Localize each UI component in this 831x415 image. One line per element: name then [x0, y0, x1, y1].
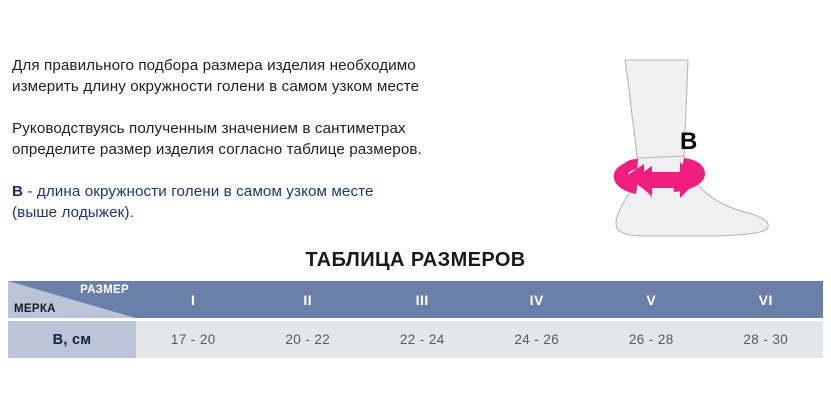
- figure-label-b: В: [680, 128, 698, 155]
- size-table-title: ТАБЛИЦА РАЗМЕРОВ: [305, 249, 526, 271]
- cell-size-3: 22 - 24: [365, 321, 480, 358]
- measurement-description: - длина окружности голени в самом узком …: [12, 183, 374, 221]
- measure-arrow-right: [632, 162, 698, 198]
- table-row: В, см 17 - 20 20 - 22 22 - 24 24 - 26 26…: [8, 321, 823, 358]
- row-label-circumference: В, см: [8, 321, 136, 358]
- cell-size-6: 28 - 30: [708, 321, 823, 358]
- table-corner-cell: РАЗМЕР МЕРКА: [8, 281, 136, 318]
- table-row-divider: [8, 318, 823, 321]
- leg-shin-shape: [624, 59, 689, 170]
- cell-size-4: 24 - 26: [479, 321, 594, 358]
- corner-diagonal-shape: [8, 281, 136, 318]
- instruction-paragraph-1: Для правильного подбора размера изделия …: [12, 57, 420, 95]
- instruction-paragraph-2: Руководствуясь полученным значением в са…: [12, 120, 422, 158]
- column-header-3: III: [365, 281, 480, 318]
- size-table-header-row: РАЗМЕР МЕРКА I II III IV V VI: [8, 281, 823, 318]
- column-header-2: II: [250, 281, 365, 318]
- column-header-6: VI: [708, 281, 823, 318]
- size-table: РАЗМЕР МЕРКА I II III IV V VI В, см 17 -…: [8, 281, 823, 358]
- leg-measurement-illustration: В: [592, 38, 822, 260]
- size-table-gap-row: [8, 318, 823, 321]
- corner-label-measure: МЕРКА: [14, 303, 56, 315]
- measurement-letter-b: В: [12, 183, 24, 200]
- cell-size-5: 26 - 28: [594, 321, 709, 358]
- instructions-block: Для правильного подбора размера изделия …: [12, 55, 532, 244]
- instruction-paragraph-3: В - длина окружности голени в самом узко…: [12, 181, 532, 223]
- measure-band-left: [613, 159, 638, 194]
- corner-label-size: РАЗМЕР: [80, 284, 129, 296]
- cell-size-1: 17 - 20: [136, 321, 251, 358]
- cell-size-2: 20 - 22: [250, 321, 365, 358]
- leg-diagram-svg: [613, 59, 769, 237]
- column-header-1: I: [136, 281, 251, 318]
- column-header-5: V: [594, 281, 709, 318]
- column-header-4: IV: [479, 281, 594, 318]
